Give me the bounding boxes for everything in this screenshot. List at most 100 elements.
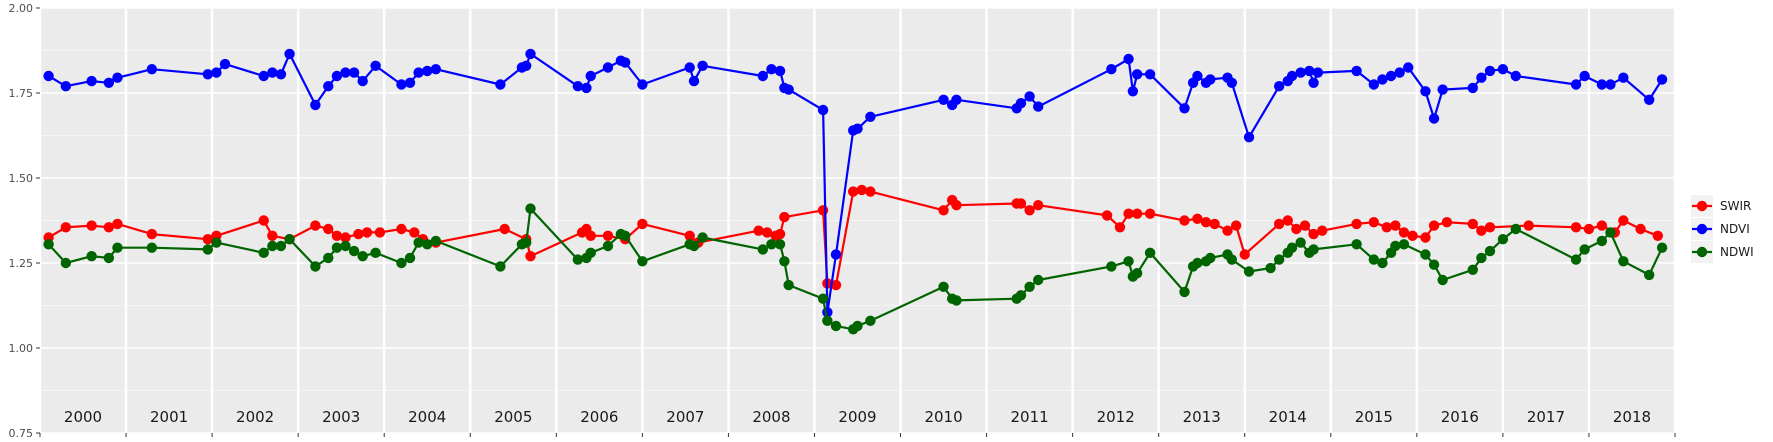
data-point-ndvi	[1484, 65, 1496, 77]
data-point-swir	[1398, 227, 1410, 238]
data-point-ndvi	[783, 84, 794, 95]
data-point-ndwi	[822, 315, 833, 326]
data-point-ndvi	[830, 249, 842, 260]
data-point-ndvi	[774, 65, 786, 77]
data-point-ndwi	[1368, 254, 1380, 265]
data-point-ndvi	[370, 60, 381, 71]
data-point-ndwi	[86, 251, 97, 262]
data-point-ndwi	[413, 237, 424, 248]
data-point-swir	[856, 184, 868, 196]
year-label: 2013	[1183, 408, 1221, 426]
year-label: 2008	[752, 408, 790, 426]
data-point-ndvi	[103, 77, 115, 89]
data-point-ndvi	[865, 111, 876, 123]
data-point-ndwi	[1131, 268, 1143, 279]
year-label: 2015	[1355, 408, 1393, 426]
data-point-ndvi	[404, 77, 416, 89]
y-axis: 0.75 1.00 1.25 1.50 1.75 2.00	[9, 2, 1676, 440]
data-point-ndwi	[1123, 256, 1134, 267]
data-point-swir	[361, 227, 373, 238]
data-point-ndvi	[1304, 65, 1315, 77]
data-point-swir	[1282, 215, 1293, 226]
data-point-swir	[1420, 232, 1431, 243]
data-point-swir	[1476, 225, 1487, 236]
data-point-swir	[830, 279, 842, 291]
data-point-swir	[374, 227, 386, 238]
data-point-ndvi	[1467, 82, 1478, 94]
data-point-swir	[1101, 210, 1113, 221]
data-point-ndvi	[1127, 86, 1139, 97]
data-point-ndwi	[1286, 242, 1298, 253]
data-point-swir	[1351, 218, 1362, 230]
data-point-ndwi	[1579, 244, 1590, 255]
data-point-ndwi	[1605, 227, 1616, 238]
data-point-ndwi	[951, 295, 962, 306]
data-point-ndvi	[348, 67, 360, 78]
data-point-ndvi	[572, 81, 584, 92]
data-point-ndwi	[1510, 223, 1522, 235]
data-point-ndvi	[1205, 74, 1216, 85]
data-point-swir	[684, 230, 695, 241]
data-point-swir	[409, 227, 420, 238]
data-point-ndvi	[340, 67, 351, 78]
data-point-ndwi	[1351, 239, 1362, 250]
data-point-swir	[847, 186, 859, 197]
y-tick-label: 2.00	[9, 2, 34, 15]
year-label: 2006	[580, 408, 618, 426]
data-point-swir	[1222, 225, 1233, 236]
legend-label-ndwi: NDWI	[1720, 245, 1754, 259]
data-point-swir	[1523, 220, 1534, 231]
data-point-ndwi	[1390, 240, 1401, 252]
data-point-ndvi	[495, 79, 506, 90]
data-point-ndwi	[284, 234, 295, 245]
data-point-ndvi	[422, 65, 433, 77]
year-label: 2011	[1011, 408, 1049, 426]
data-point-ndwi	[520, 237, 532, 248]
data-point-ndwi	[202, 244, 214, 255]
data-point-ndvi	[852, 123, 863, 134]
data-point-ndvi	[520, 60, 532, 71]
data-point-ndwi	[370, 247, 381, 258]
data-point-ndwi	[602, 240, 614, 252]
year-label: 2004	[408, 408, 446, 426]
data-point-ndvi	[637, 79, 648, 90]
data-point-ndvi	[1596, 79, 1608, 90]
data-point-ndvi	[1106, 63, 1117, 75]
legend-label-ndvi: NDVI	[1720, 222, 1750, 236]
data-point-ndwi	[688, 240, 700, 252]
data-point-swir	[1381, 222, 1392, 233]
data-point-ndwi	[783, 279, 794, 291]
data-point-ndwi	[310, 261, 321, 272]
data-point-ndwi	[146, 242, 158, 253]
data-point-swir	[1239, 249, 1250, 260]
data-point-ndwi	[774, 239, 786, 250]
data-point-swir	[1484, 222, 1496, 233]
data-point-ndwi	[1106, 261, 1117, 272]
data-point-ndvi	[1377, 74, 1388, 85]
data-point-ndvi	[413, 67, 424, 78]
data-point-swir	[1144, 208, 1156, 219]
data-point-ndwi	[495, 261, 506, 272]
data-point-swir	[1308, 228, 1319, 240]
data-point-ndwi	[1308, 244, 1319, 255]
data-point-ndvi	[43, 70, 54, 82]
data-point-ndwi	[1205, 252, 1216, 264]
data-point-ndvi	[1226, 77, 1238, 89]
data-point-ndvi	[1179, 103, 1190, 114]
data-point-ndvi	[585, 70, 596, 82]
data-point-ndvi	[1312, 67, 1324, 78]
data-point-ndwi	[1243, 266, 1255, 277]
data-point-ndvi	[619, 57, 631, 68]
data-point-ndwi	[1226, 254, 1238, 265]
data-point-swir	[938, 205, 949, 216]
data-point-ndvi	[267, 67, 278, 78]
data-point-ndvi	[1385, 70, 1397, 82]
data-point-ndvi	[602, 62, 614, 73]
data-point-ndwi	[697, 232, 708, 243]
data-point-ndwi	[348, 245, 360, 257]
year-label: 2002	[236, 408, 274, 426]
data-point-ndwi	[817, 293, 829, 304]
year-label: 2003	[322, 408, 360, 426]
data-point-ndvi	[275, 69, 287, 80]
